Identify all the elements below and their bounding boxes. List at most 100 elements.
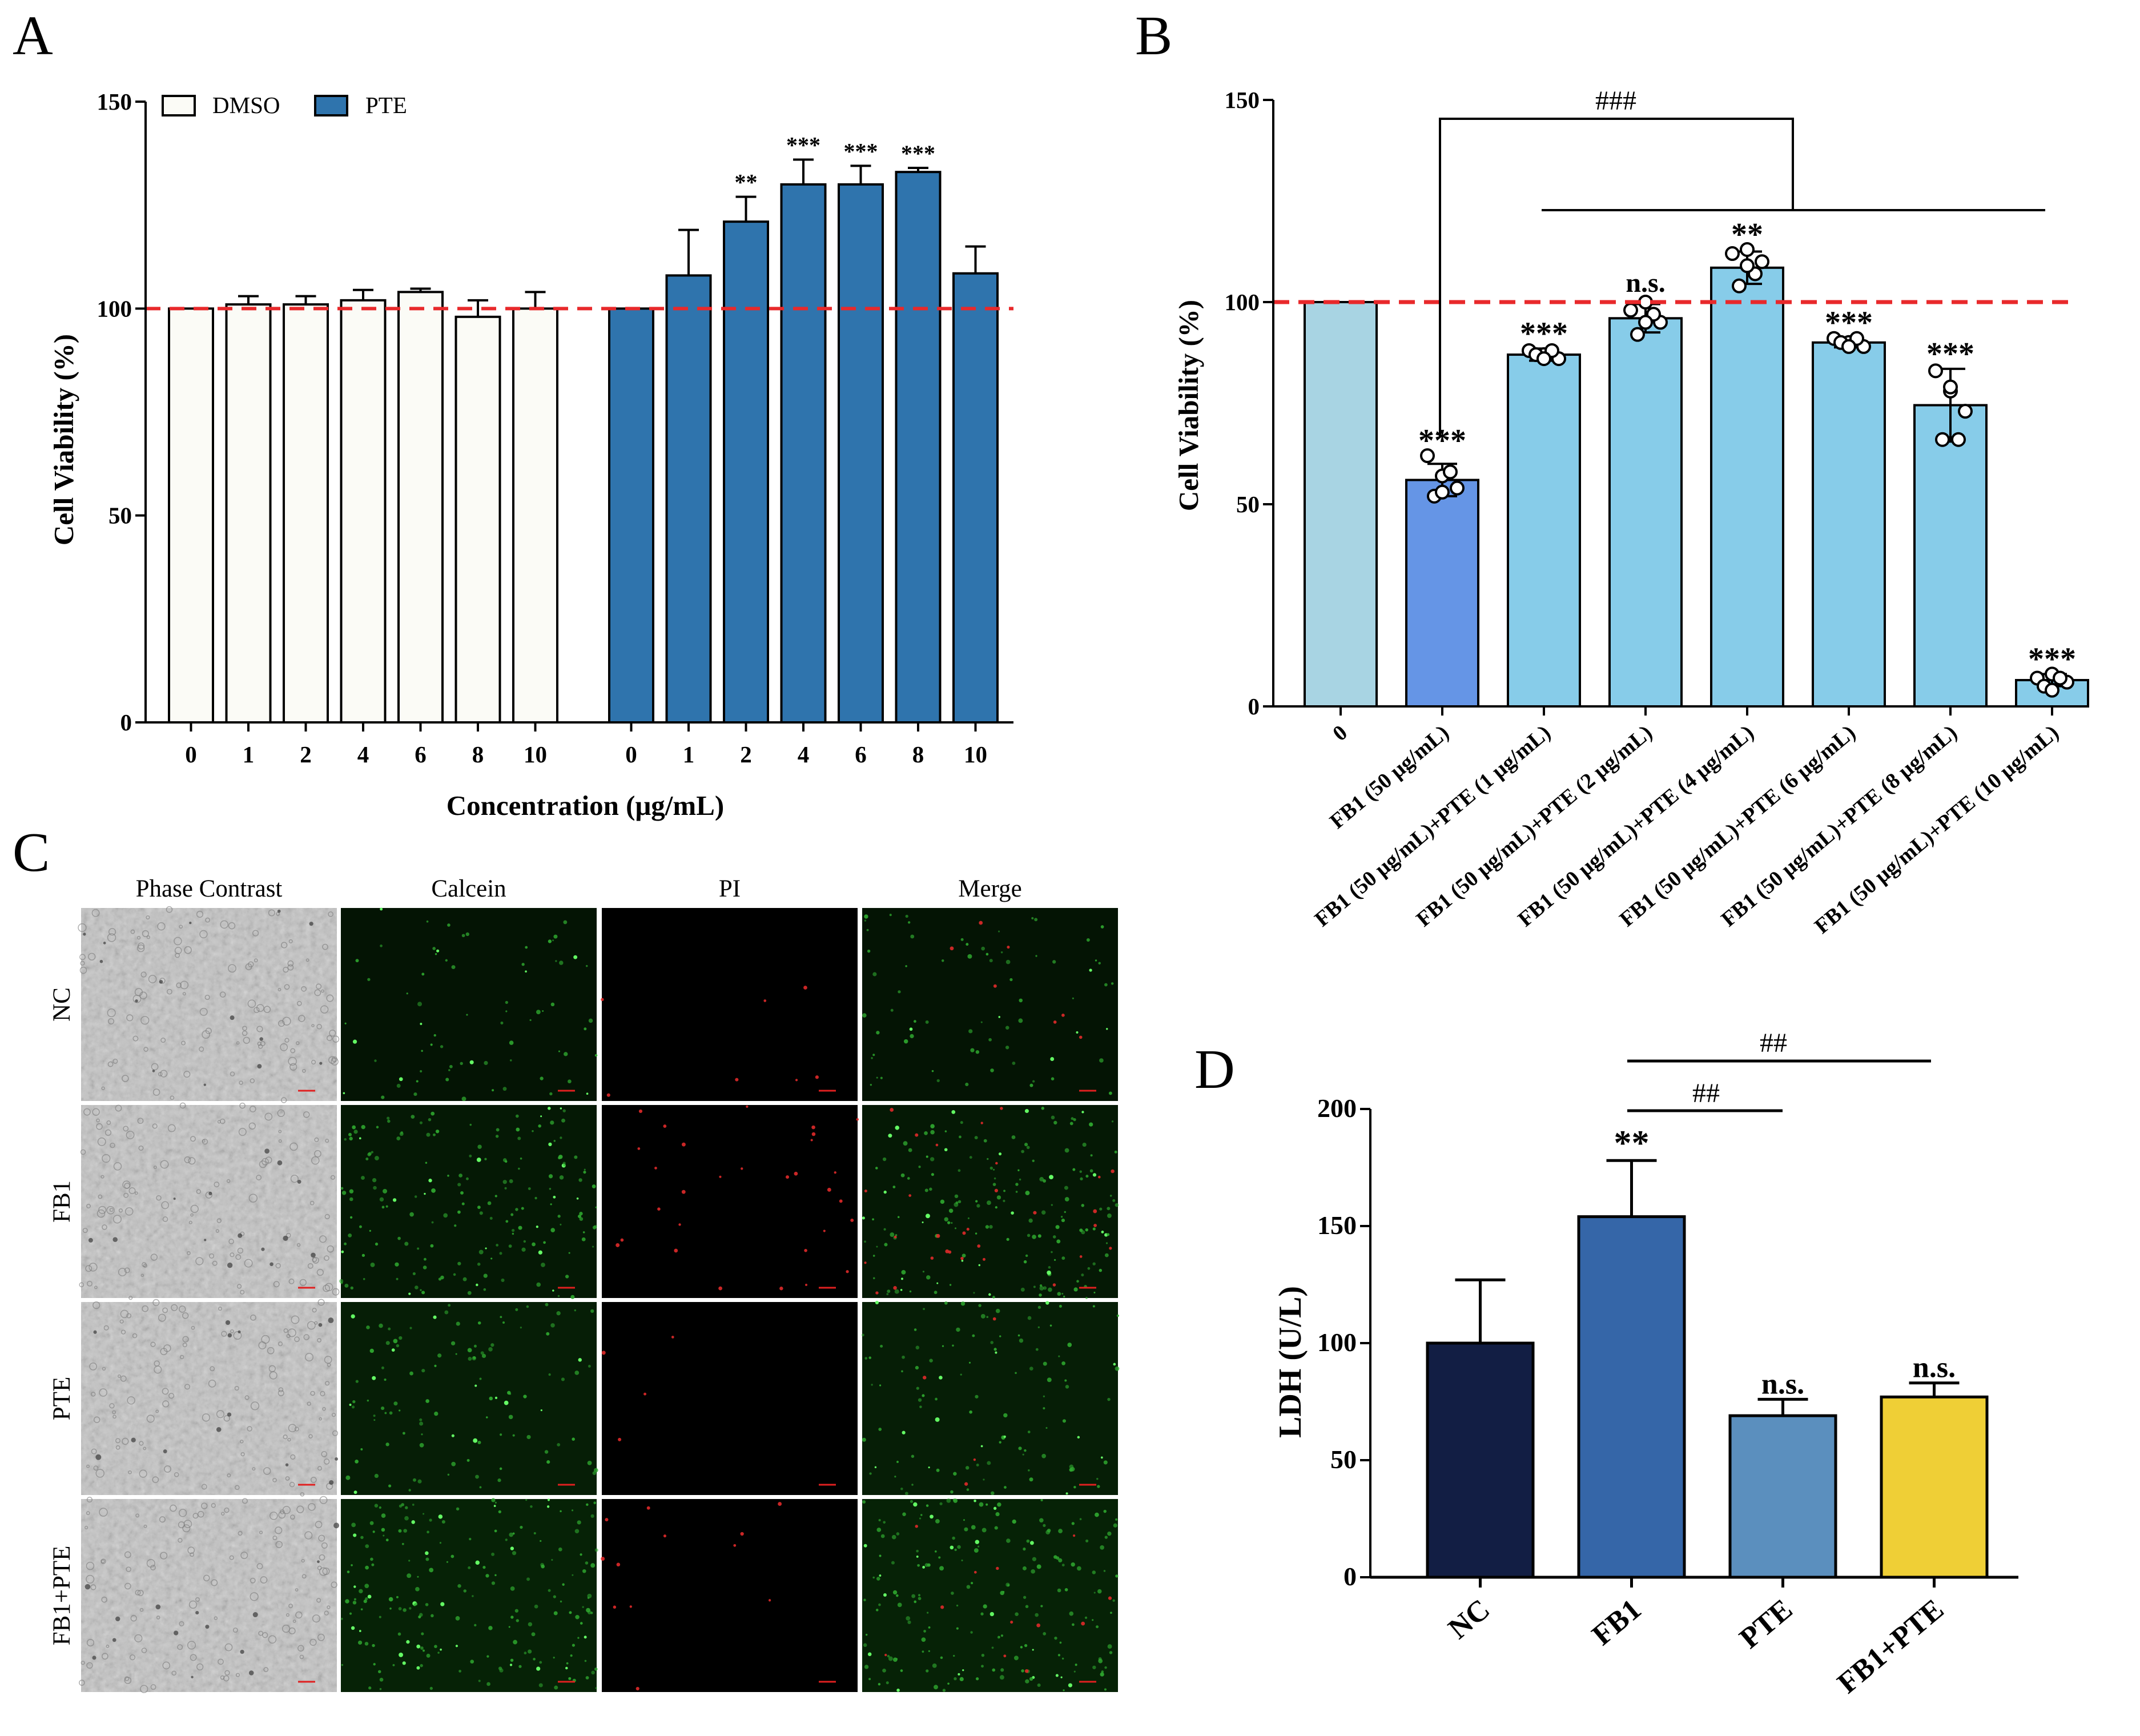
- significance-label-b-7: ***: [2028, 641, 2076, 677]
- chart-b-brackets: ###: [1439, 86, 2045, 437]
- micrograph-nc-calcein: [341, 907, 598, 1102]
- micrograph-nc-phase-contrast: [78, 906, 340, 1103]
- xtick-label-pte: 1: [683, 741, 695, 767]
- legend-label-pte: PTE: [365, 92, 407, 118]
- legend-label-dmso: DMSO: [212, 92, 280, 118]
- chart-d-ytick-label: 100: [1317, 1328, 1357, 1357]
- data-point-b-3: [1638, 315, 1653, 330]
- significance-label: ***: [844, 138, 878, 164]
- data-point-b-7: [2045, 682, 2059, 698]
- micrograph-row-label: FB1: [49, 1180, 75, 1223]
- bar-dmso-4: [340, 299, 387, 724]
- xtick-label-pte: 0: [625, 741, 637, 767]
- xtick-label-dmso: 4: [357, 741, 369, 767]
- micrograph-pte-merge: [862, 1300, 1120, 1496]
- data-point-b-6: [1943, 379, 1958, 395]
- significance-label: **: [735, 170, 758, 195]
- bar-dmso-1: [225, 303, 272, 724]
- micrograph-row-label: PTE: [49, 1377, 75, 1420]
- micrograph-column-label: Calcein: [431, 875, 506, 902]
- data-point-b-1: [1435, 484, 1450, 500]
- bar-b-1: [1405, 479, 1479, 708]
- bar-b-3: [1608, 317, 1683, 708]
- bar-pte-4: [780, 183, 827, 724]
- data-point-b-6: [1951, 432, 1966, 447]
- chart-a-ytick-label: 0: [120, 709, 132, 736]
- micrograph-row-label: NC: [49, 987, 75, 1022]
- chart-a-ylabel: Cell Viability (%): [48, 334, 79, 545]
- chart-b-ytick-label: 50: [1236, 491, 1260, 517]
- significance-label-b-4: **: [1731, 217, 1763, 252]
- data-point-b-5: [1841, 339, 1856, 354]
- significance-label: ***: [786, 132, 820, 158]
- data-point-b-3: [1630, 327, 1645, 342]
- data-point-b-4: [1740, 242, 1755, 257]
- micrograph-fb1-calcein: [339, 1105, 597, 1299]
- data-point-b-4: [1732, 278, 1747, 294]
- chart-b-ytick-label: 100: [1225, 289, 1260, 315]
- data-point-b-3: [1623, 303, 1638, 318]
- bar-b-4: [1710, 266, 1784, 708]
- panel-label-d: D: [1194, 1039, 1235, 1100]
- panel-label-c: C: [13, 822, 50, 883]
- chart-d-ytick-label: 0: [1343, 1562, 1357, 1591]
- chart-d-bracket-label-1: ##: [1760, 1028, 1787, 1058]
- xtick-label-pte: 2: [740, 741, 752, 767]
- bar-pte-0: [608, 307, 654, 724]
- panel-label-b: B: [1135, 5, 1172, 67]
- chart-a-ytick-label: 150: [97, 89, 132, 115]
- significance-label-b-3: n.s.: [1626, 268, 1665, 298]
- xtick-label-pte: 6: [855, 741, 867, 767]
- chart-d-bracket-label-0: ##: [1692, 1078, 1720, 1108]
- data-point-b-6: [1935, 432, 1950, 447]
- chart-b-bracket-label: ###: [1595, 86, 1636, 116]
- bar-d-fb1+pte: [1880, 1395, 1989, 1579]
- panel-label-a: A: [13, 5, 53, 67]
- legend-swatch-pte: [314, 95, 348, 116]
- bar-dmso-10: [512, 307, 558, 724]
- bar-d-nc: [1426, 1341, 1535, 1579]
- xtick-label-d-0: NC: [1442, 1593, 1496, 1646]
- xtick-label-pte: 8: [912, 741, 924, 767]
- significance-label: ***: [901, 140, 935, 166]
- micrograph-pte-pi: [601, 1302, 858, 1495]
- xtick-label-dmso: 0: [185, 741, 197, 767]
- micrograph-fb1-merge: [862, 1105, 1119, 1299]
- significance-label-b-2: ***: [1520, 316, 1568, 351]
- xtick-label-d-1: FB1: [1586, 1593, 1647, 1652]
- micrograph-column-label: Merge: [958, 875, 1021, 902]
- bar-b-2: [1507, 353, 1581, 708]
- xtick-label-d-2: PTE: [1733, 1593, 1799, 1655]
- micrograph-column-label: PI: [719, 875, 741, 902]
- chart-a-legend: DMSO PTE: [162, 92, 407, 118]
- bar-dmso-6: [397, 291, 444, 724]
- data-point-b-4: [1725, 246, 1740, 262]
- micrograph-fb1+pte-phase-contrast: [79, 1496, 340, 1693]
- xtick-label-pte: 10: [964, 741, 987, 767]
- micrograph-nc-merge: [862, 908, 1118, 1101]
- chart-b-ytick-label: 150: [1225, 87, 1260, 113]
- chart-d-ytick-label: 200: [1317, 1094, 1357, 1123]
- bar-b-5: [1812, 341, 1886, 708]
- bar-pte-8: [895, 171, 942, 724]
- micrograph-fb1-phase-contrast: [79, 1102, 340, 1300]
- xtick-label-dmso: 2: [300, 741, 312, 767]
- bar-pte-2: [723, 220, 769, 724]
- xtick-label-b-0: 0: [1328, 721, 1352, 746]
- micrograph-fb1+pte-merge: [862, 1498, 1119, 1692]
- micrograph-column-label: Phase Contrast: [136, 875, 283, 902]
- micrograph-nc-pi: [601, 908, 858, 1101]
- micrograph-row-label: FB1+PTE: [49, 1546, 75, 1646]
- xtick-label-dmso: 1: [243, 741, 255, 767]
- chart-b-ytick-label: 0: [1248, 693, 1260, 720]
- xtick-label-dmso: 6: [415, 741, 427, 767]
- chart-b-ylabel: Cell Viability (%): [1173, 300, 1204, 511]
- micrograph-pte-calcein: [341, 1302, 598, 1495]
- micrograph-grid: Phase Contrast Calcein PI Merge NC FB1 PTE FB1…: [49, 875, 1120, 1693]
- xtick-label-dmso: 8: [472, 741, 484, 767]
- significance-label-d-1: **: [1614, 1124, 1650, 1163]
- bar-dmso-0: [168, 307, 214, 724]
- bar-d-pte: [1728, 1414, 1837, 1579]
